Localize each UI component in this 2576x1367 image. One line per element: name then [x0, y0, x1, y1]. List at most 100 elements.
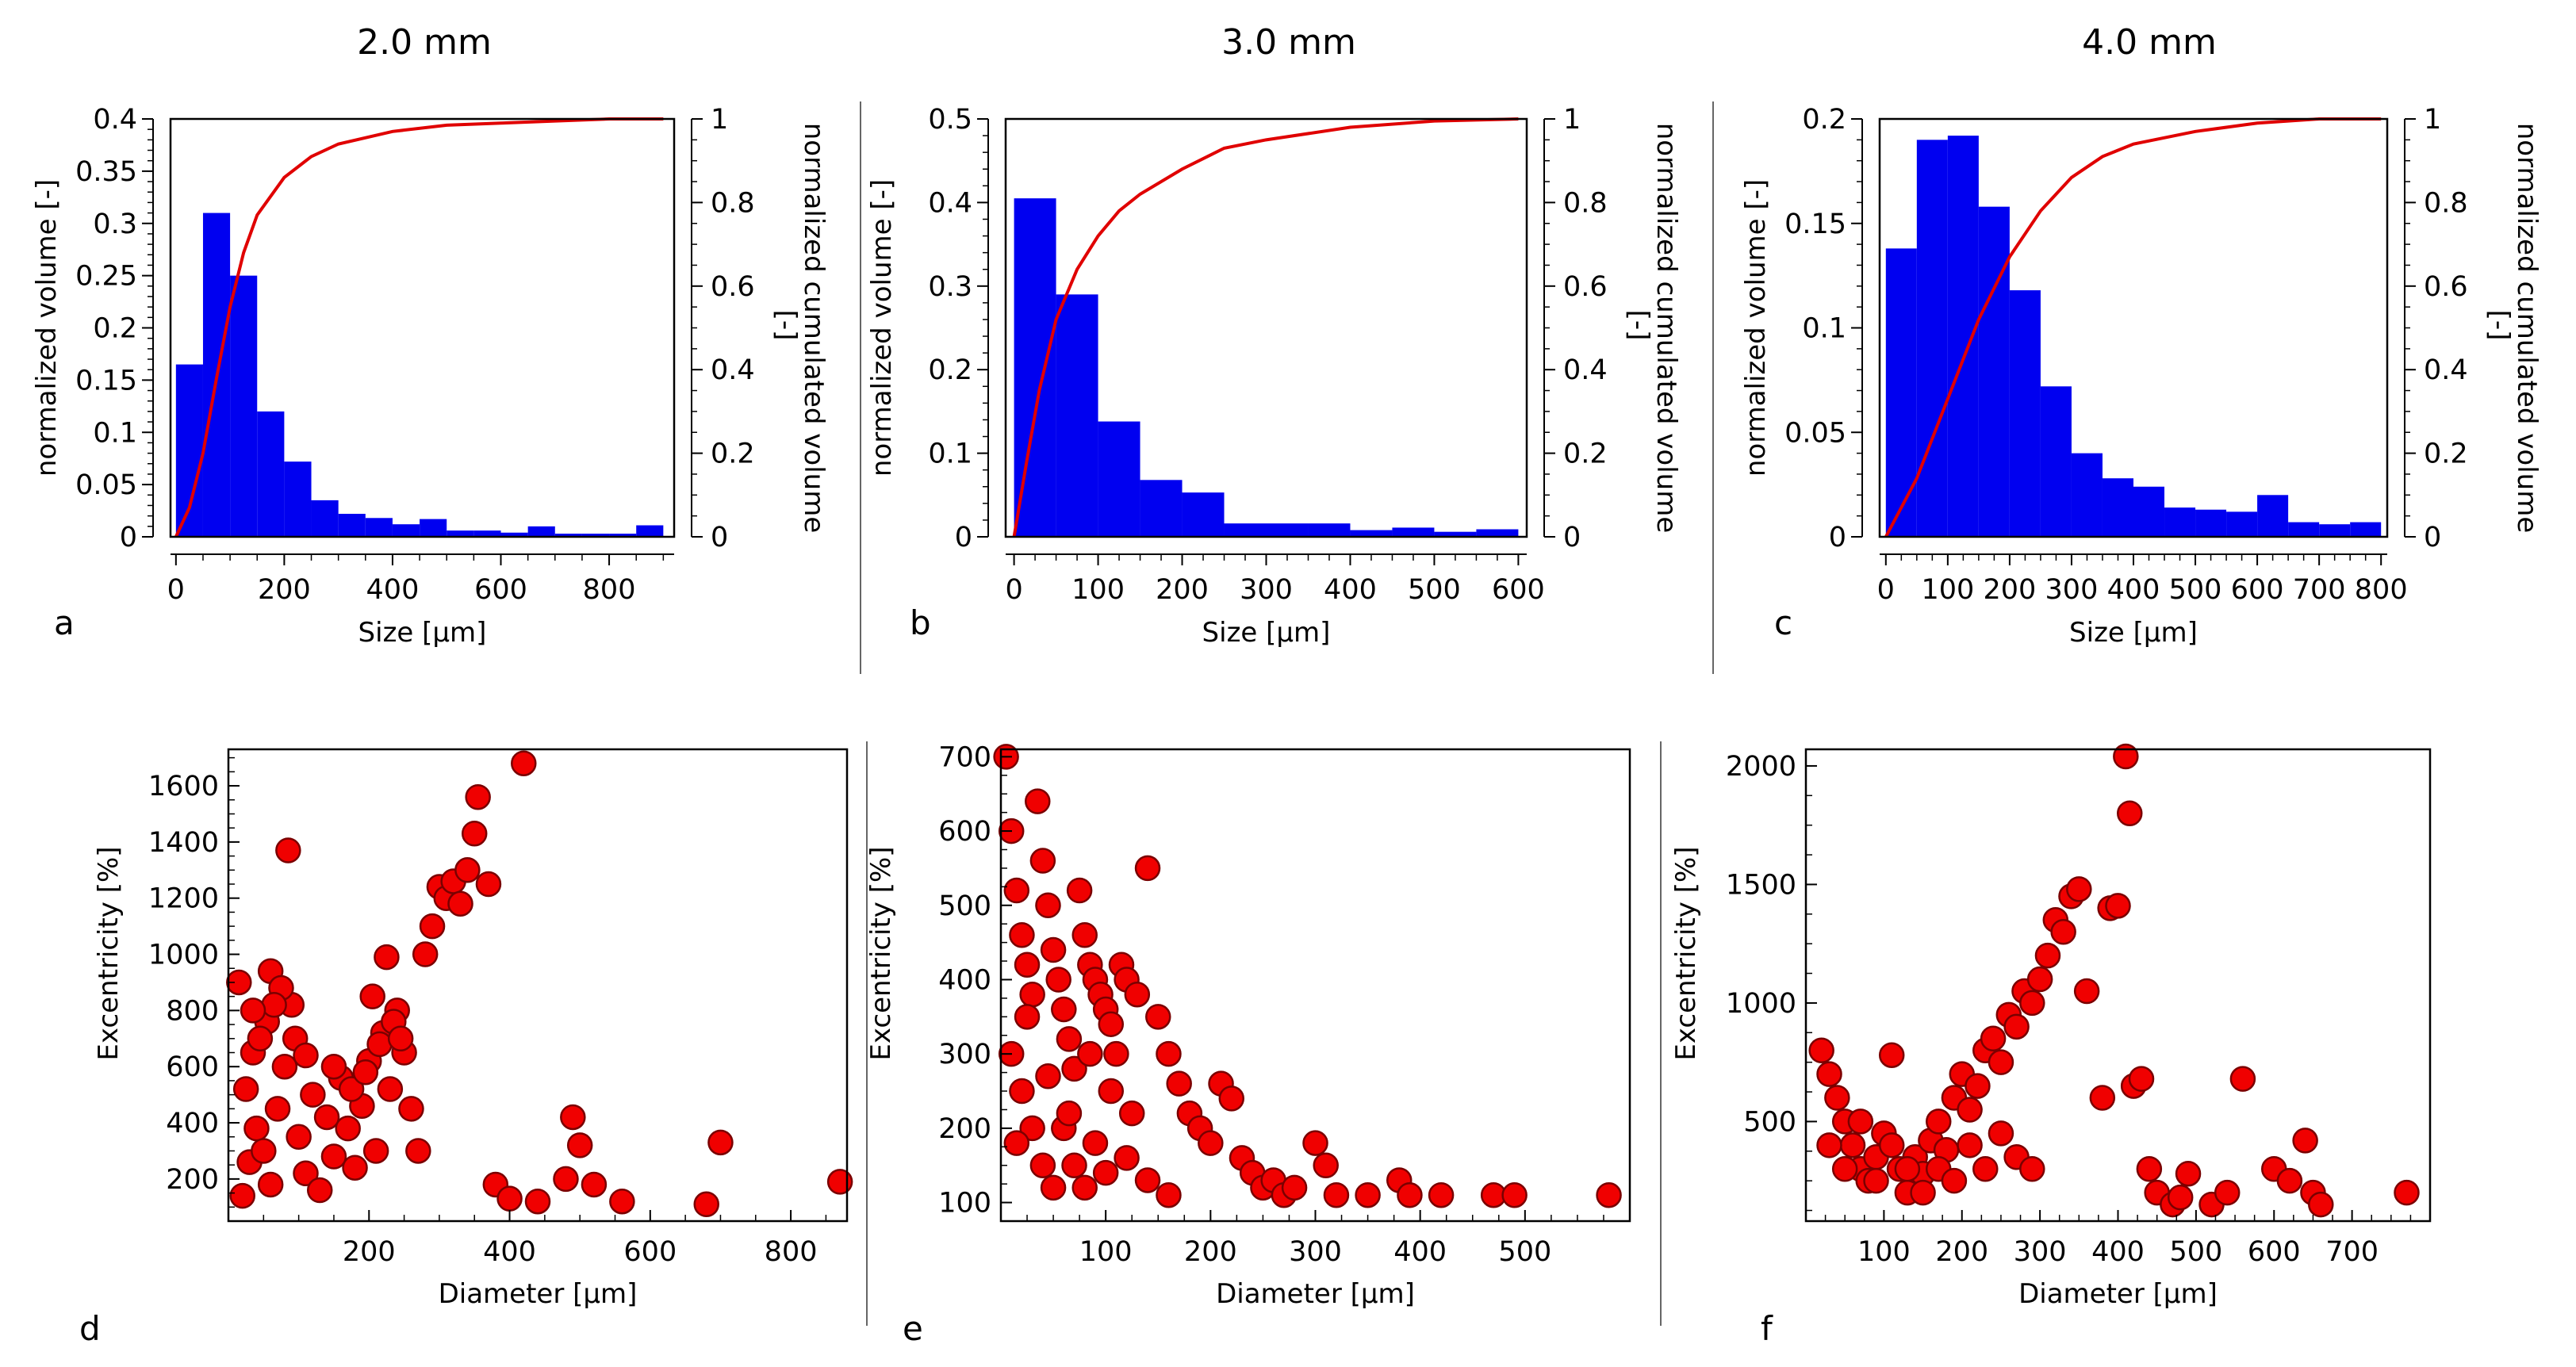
- histogram-panel-c: 0 0.05 0.1 0.15 0.2 0 0.2 0.4 0.6 0.8 1 0 100 200 300 4…: [1740, 104, 2543, 649]
- y2-tick-label: 0.8: [2424, 187, 2468, 219]
- scatter-point: [1831, 1155, 1858, 1182]
- scatter-point: [2003, 1013, 2030, 1040]
- y-tick-label: 1000: [1726, 988, 1796, 1020]
- y-tick-label: 1200: [148, 883, 219, 915]
- y-axis-label: normalized volume [-]: [1740, 179, 1772, 477]
- y-tick-label: 0.15: [1784, 209, 1846, 240]
- x-tick-label: 200: [258, 574, 311, 606]
- y-tick-label: 0.4: [928, 187, 972, 219]
- y2-tick-label: 0: [711, 522, 728, 553]
- histogram-bar: [1140, 480, 1183, 537]
- scatter-point: [1040, 936, 1067, 963]
- x-tick-label: 400: [1324, 574, 1377, 606]
- histogram-bar: [581, 534, 610, 537]
- x-tick-label: 200: [1983, 574, 2036, 606]
- scatter-point: [1313, 1152, 1339, 1178]
- scatter-point: [1166, 1070, 1192, 1097]
- scatter-point: [1980, 1025, 2007, 1052]
- scatter-point: [398, 1096, 424, 1122]
- scatter-point: [226, 969, 252, 996]
- histogram-bar: [500, 532, 528, 537]
- scatter-point: [1847, 1109, 1874, 1135]
- scatter-point: [412, 941, 439, 967]
- x-tick-label: 500: [2169, 1236, 2222, 1268]
- scatter-point: [1878, 1042, 1905, 1068]
- scatter-point: [229, 1182, 255, 1209]
- x-tick-label: 100: [1071, 574, 1125, 606]
- scatter-point: [1878, 1132, 1905, 1158]
- scatter-point: [1092, 1159, 1119, 1186]
- y-tick-label: 400: [166, 1108, 219, 1139]
- y-tick-label: 1000: [148, 940, 219, 971]
- scatter-point: [475, 871, 502, 898]
- scatter-point: [2167, 1184, 2194, 1211]
- scatter-point: [293, 1160, 319, 1187]
- histogram-bar: [230, 275, 258, 537]
- scatter-point: [693, 1191, 719, 1217]
- histogram-bar: [2133, 486, 2165, 537]
- scatter-point: [2050, 918, 2076, 945]
- histogram-bar: [338, 514, 366, 537]
- y2-tick-label: 0: [2424, 522, 2441, 553]
- scatter-point: [2073, 978, 2100, 1005]
- scatter-point: [1103, 1040, 1129, 1067]
- y2-tick-label: 0.2: [711, 438, 755, 470]
- scatter-point: [1098, 1078, 1125, 1105]
- x-tick-label: 600: [623, 1236, 677, 1268]
- x-tick-label: 800: [583, 574, 636, 606]
- scatter-point: [1925, 1109, 1952, 1135]
- x-axis-label: Size [µm]: [358, 617, 487, 649]
- plot-frame: [1004, 117, 1528, 538]
- scatter-point: [1077, 1040, 1103, 1067]
- y-tick-label: 0.25: [75, 261, 137, 293]
- scatter-point: [1098, 1011, 1125, 1037]
- scatter-point: [1302, 1130, 1328, 1156]
- x-tick-label: 600: [2231, 574, 2284, 606]
- histogram-bar: [2009, 290, 2041, 537]
- histogram-bar: [1916, 140, 1948, 537]
- scatter-point: [1003, 1130, 1030, 1156]
- scatter-point: [405, 1138, 431, 1164]
- scatter-point: [1035, 892, 1061, 919]
- scatter-point: [374, 944, 400, 971]
- scatter-point: [1281, 1174, 1308, 1201]
- scatter-point: [261, 992, 287, 1018]
- scatter-point: [2019, 1155, 2045, 1182]
- y-axis-label: Excentricity [%]: [1670, 846, 1702, 1060]
- x-tick-label: 600: [474, 574, 527, 606]
- histogram-bar: [2288, 522, 2320, 537]
- scatter-point: [232, 1076, 259, 1102]
- y-tick-label: 0: [955, 522, 972, 553]
- panel-letter: e: [903, 1309, 923, 1348]
- y-tick-label: 0.05: [1784, 417, 1846, 449]
- scatter-point: [2105, 893, 2131, 919]
- scatter-point: [1863, 1167, 1889, 1194]
- y-tick-label: 0.3: [93, 209, 137, 240]
- scatter-point: [1965, 1073, 1991, 1099]
- scatter-point: [1501, 1181, 1528, 1208]
- scatter-point: [1056, 1100, 1083, 1127]
- scatter-point: [419, 913, 446, 940]
- scatter-point: [2026, 966, 2053, 993]
- y2-tick-label: 0.4: [1563, 354, 1608, 386]
- panel-letter: c: [1774, 603, 1792, 642]
- scatter-point: [2136, 1155, 2163, 1182]
- y-tick-label: 0.05: [75, 469, 137, 501]
- x-tick-label: 700: [2293, 574, 2346, 606]
- x-tick-label: 400: [483, 1236, 536, 1268]
- scatter-panel-e: 100 200 300 400 500 600 700 100 200 300 400 500 Diam…: [865, 741, 1631, 1348]
- scatter-point: [524, 1188, 551, 1215]
- scatter-point: [1118, 1100, 1145, 1127]
- y2-tick-label: 0.8: [711, 187, 755, 219]
- scatter-point: [293, 1042, 319, 1069]
- scatter-point: [2089, 1085, 2116, 1111]
- scatter-point: [707, 1129, 734, 1156]
- y-tick-label: 1500: [1726, 869, 1796, 901]
- scatter-point: [2292, 1128, 2318, 1154]
- scatter-point: [566, 1132, 593, 1158]
- x-tick-label: 0: [1005, 574, 1022, 606]
- histogram-bar: [1392, 527, 1435, 537]
- y2-tick-label: 0.6: [1563, 271, 1608, 303]
- column-title-3mm: 3.0 mm: [1221, 22, 1356, 63]
